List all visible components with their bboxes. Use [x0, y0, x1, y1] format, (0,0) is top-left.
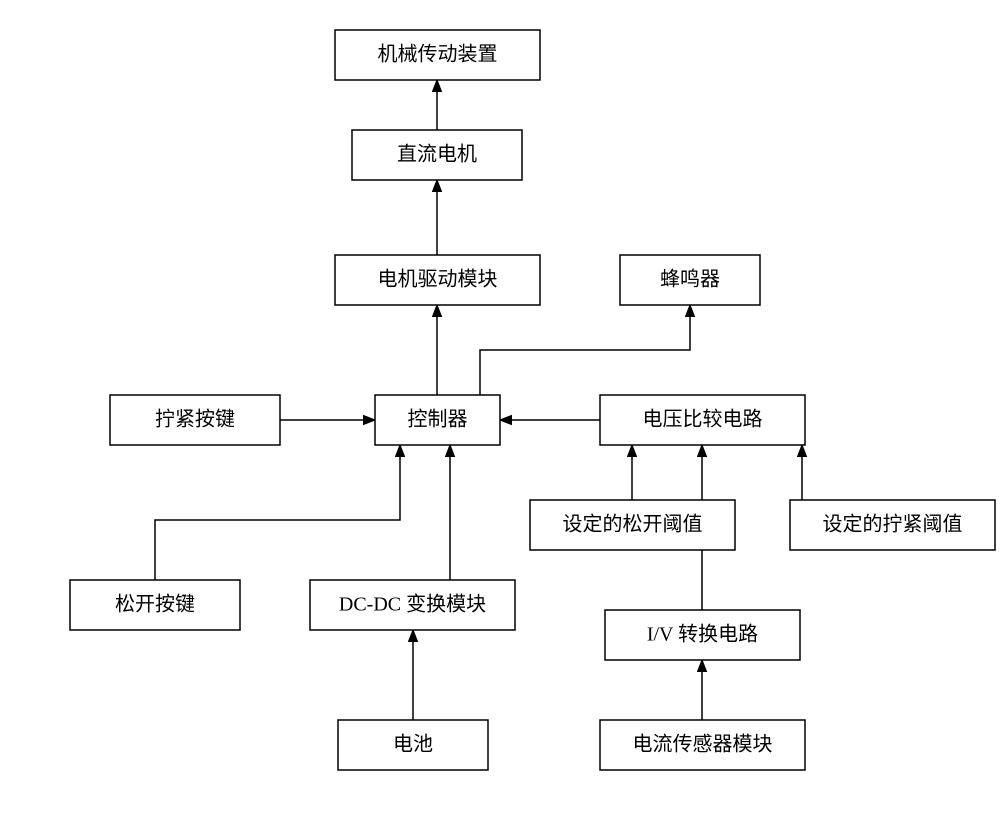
edge-controller-buzzer [480, 305, 690, 395]
node-label-dcmotor: 直流电机 [397, 143, 477, 166]
node-motordrv: 电机驱动模块 [335, 255, 540, 305]
node-label-battery: 电池 [393, 733, 433, 756]
node-label-tighten: 拧紧按键 [155, 408, 235, 431]
node-label-motordrv: 电机驱动模块 [378, 268, 498, 291]
node-label-buzzer: 蜂鸣器 [660, 268, 720, 291]
node-label-release: 松开按键 [115, 593, 195, 616]
node-dcmotor: 直流电机 [352, 130, 522, 180]
node-tightenth: 设定的拧紧阈值 [790, 500, 995, 550]
node-release: 松开按键 [70, 580, 240, 630]
node-label-iv: I/V 转换电路 [647, 623, 758, 646]
node-label-controller: 控制器 [408, 408, 468, 431]
node-label-loosenth: 设定的松开阈值 [563, 513, 703, 536]
node-current: 电流传感器模块 [600, 720, 805, 770]
block-diagram: 机械传动装置直流电机电机驱动模块 蜂鸣器拧紧按键 控制器 电压比较电路设定的松开阈值 设… [0, 0, 1000, 821]
edge-release-controller [155, 445, 400, 580]
node-dcdc: DC-DC 变换模块 [310, 580, 515, 630]
node-loosenth: 设定的松开阈值 [530, 500, 735, 550]
node-label-mech: 机械传动装置 [378, 43, 498, 66]
node-mech: 机械传动装置 [335, 30, 540, 80]
node-label-current: 电流传感器模块 [633, 733, 773, 756]
node-battery: 电池 [338, 720, 488, 770]
node-vcompare: 电压比较电路 [600, 395, 805, 445]
node-label-dcdc: DC-DC 变换模块 [339, 593, 486, 616]
node-iv: I/V 转换电路 [605, 610, 800, 660]
node-buzzer: 蜂鸣器 [620, 255, 760, 305]
node-controller: 控制器 [375, 395, 500, 445]
node-tighten: 拧紧按键 [110, 395, 280, 445]
node-label-vcompare: 电压比较电路 [643, 408, 763, 431]
node-label-tightenth: 设定的拧紧阈值 [823, 513, 963, 536]
